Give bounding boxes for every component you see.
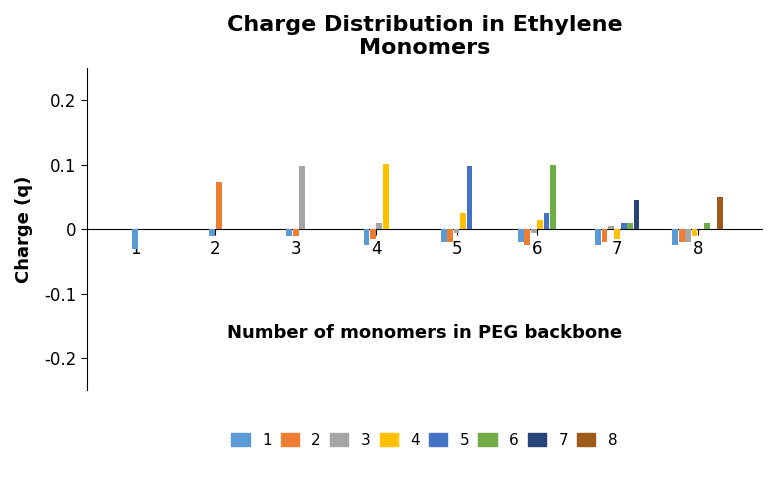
Bar [524, 229, 530, 245]
Bar [685, 229, 691, 242]
Bar [692, 229, 698, 236]
Y-axis label: Charge (q): Charge (q) [15, 176, 33, 283]
Bar [634, 200, 639, 229]
Bar [595, 229, 601, 245]
Bar [537, 219, 543, 229]
Bar [441, 229, 447, 242]
Bar [705, 223, 710, 229]
Bar [370, 229, 376, 239]
Bar [717, 197, 723, 229]
Bar [601, 229, 608, 242]
Bar [550, 165, 556, 229]
Bar [672, 229, 678, 245]
Bar [287, 229, 292, 236]
Bar [518, 229, 524, 242]
Bar [615, 229, 620, 239]
X-axis label: Number of monomers in PEG backbone: Number of monomers in PEG backbone [227, 324, 622, 342]
Bar [377, 223, 382, 229]
Bar [454, 229, 459, 232]
Bar [216, 182, 221, 229]
Bar [448, 229, 453, 242]
Bar [364, 229, 369, 245]
Bar [383, 163, 388, 229]
Bar [621, 223, 626, 229]
Bar [466, 166, 472, 229]
Bar [299, 166, 305, 229]
Bar [293, 229, 298, 236]
Bar [460, 213, 466, 229]
Bar [679, 229, 685, 242]
Bar [132, 229, 138, 249]
Bar [531, 229, 537, 232]
Bar [209, 229, 215, 236]
Bar [544, 213, 549, 229]
Legend: 1, 2, 3, 4, 5, 6, 7, 8: 1, 2, 3, 4, 5, 6, 7, 8 [225, 426, 623, 454]
Bar [608, 226, 614, 229]
Title: Charge Distribution in Ethylene
Monomers: Charge Distribution in Ethylene Monomers [227, 15, 622, 58]
Bar [627, 223, 633, 229]
